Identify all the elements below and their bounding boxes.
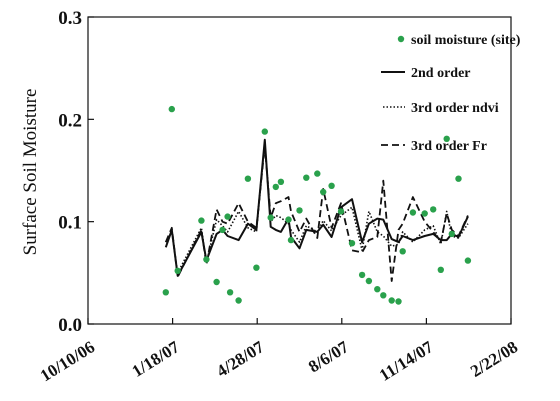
site-point-19: [303, 174, 310, 181]
site-point-36: [443, 135, 450, 142]
site-point-33: [421, 210, 428, 217]
x-tick-label-1: 1/18/07: [129, 337, 184, 381]
site-point-23: [337, 208, 345, 215]
site-point-5: [213, 278, 220, 286]
legend-label-3rd-order-fr: 3rd order Fr: [411, 139, 487, 154]
legend-label-2nd-order: 2nd order: [411, 66, 471, 81]
site-point-35: [437, 266, 444, 273]
site-point-11: [253, 264, 260, 271]
site-point-2: [174, 267, 181, 274]
site-point-22: [328, 182, 335, 189]
plot-area: [87, 16, 512, 325]
series-line-3rd-order-ndvi: [165, 141, 469, 274]
y-axis-title: Surface Soil Moisture: [20, 89, 41, 256]
site-point-39: [464, 257, 472, 264]
x-tick-label-3: 8/6/07: [305, 337, 352, 376]
site-point-37: [448, 230, 455, 238]
site-point-29: [388, 297, 395, 304]
site-point-34: [430, 206, 437, 213]
site-point-7: [224, 213, 231, 220]
y-tick-label-3: 0.3: [58, 8, 82, 29]
site-point-17: [287, 236, 295, 244]
site-point-16: [285, 216, 292, 223]
site-point-13: [267, 214, 274, 221]
x-tick-label-4: 11/14/07: [376, 337, 437, 385]
site-point-15: [277, 178, 285, 185]
site-point-27: [374, 286, 381, 293]
site-point-20: [314, 170, 321, 177]
x-tick-label-0: 10/10/06: [37, 337, 98, 385]
legend-label-3rd-order-ndvi: 3rd order ndvi: [411, 101, 499, 116]
site-point-18: [296, 207, 303, 214]
site-point-30: [395, 298, 402, 305]
y-axis: 0.0 0.1 0.2 0.3: [58, 8, 94, 336]
site-point-28: [380, 292, 387, 299]
site-point-9: [235, 297, 242, 304]
y-tick-label-2: 0.2: [58, 110, 82, 131]
x-axis: 10/10/06 1/18/07 4/28/07 8/6/07 11/14/07 2/22…: [37, 318, 521, 385]
legend: soil moisture (site) 2nd order 3rd order…: [381, 33, 521, 154]
site-point-31: [399, 248, 406, 255]
site-point-14: [272, 183, 279, 191]
site-point-4: [203, 256, 210, 263]
site-point-32: [409, 209, 417, 216]
y-tick-label-0: 0.0: [58, 315, 82, 336]
site-point-3: [198, 217, 205, 224]
series-line-3rd-order-fr: [164, 144, 469, 282]
site-point-8: [226, 289, 234, 296]
y-tick-label-1: 0.1: [58, 213, 82, 234]
site-point-6: [219, 226, 226, 234]
site-point-38: [455, 175, 462, 182]
site-point-1: [168, 105, 175, 113]
site-point-10: [244, 175, 252, 182]
site-point-12: [261, 128, 268, 135]
site-point-25: [358, 271, 366, 279]
site-point-21: [320, 188, 327, 196]
site-point-26: [365, 277, 373, 285]
legend-marker-site: [397, 35, 405, 43]
x-tick-label-5: 2/22/08: [467, 337, 521, 381]
series-points: [162, 105, 472, 305]
legend-label-site: soil moisture (site): [411, 33, 521, 48]
site-point-0: [162, 289, 169, 296]
x-tick-label-2: 4/28/07: [213, 337, 268, 381]
site-point-24: [348, 240, 356, 247]
